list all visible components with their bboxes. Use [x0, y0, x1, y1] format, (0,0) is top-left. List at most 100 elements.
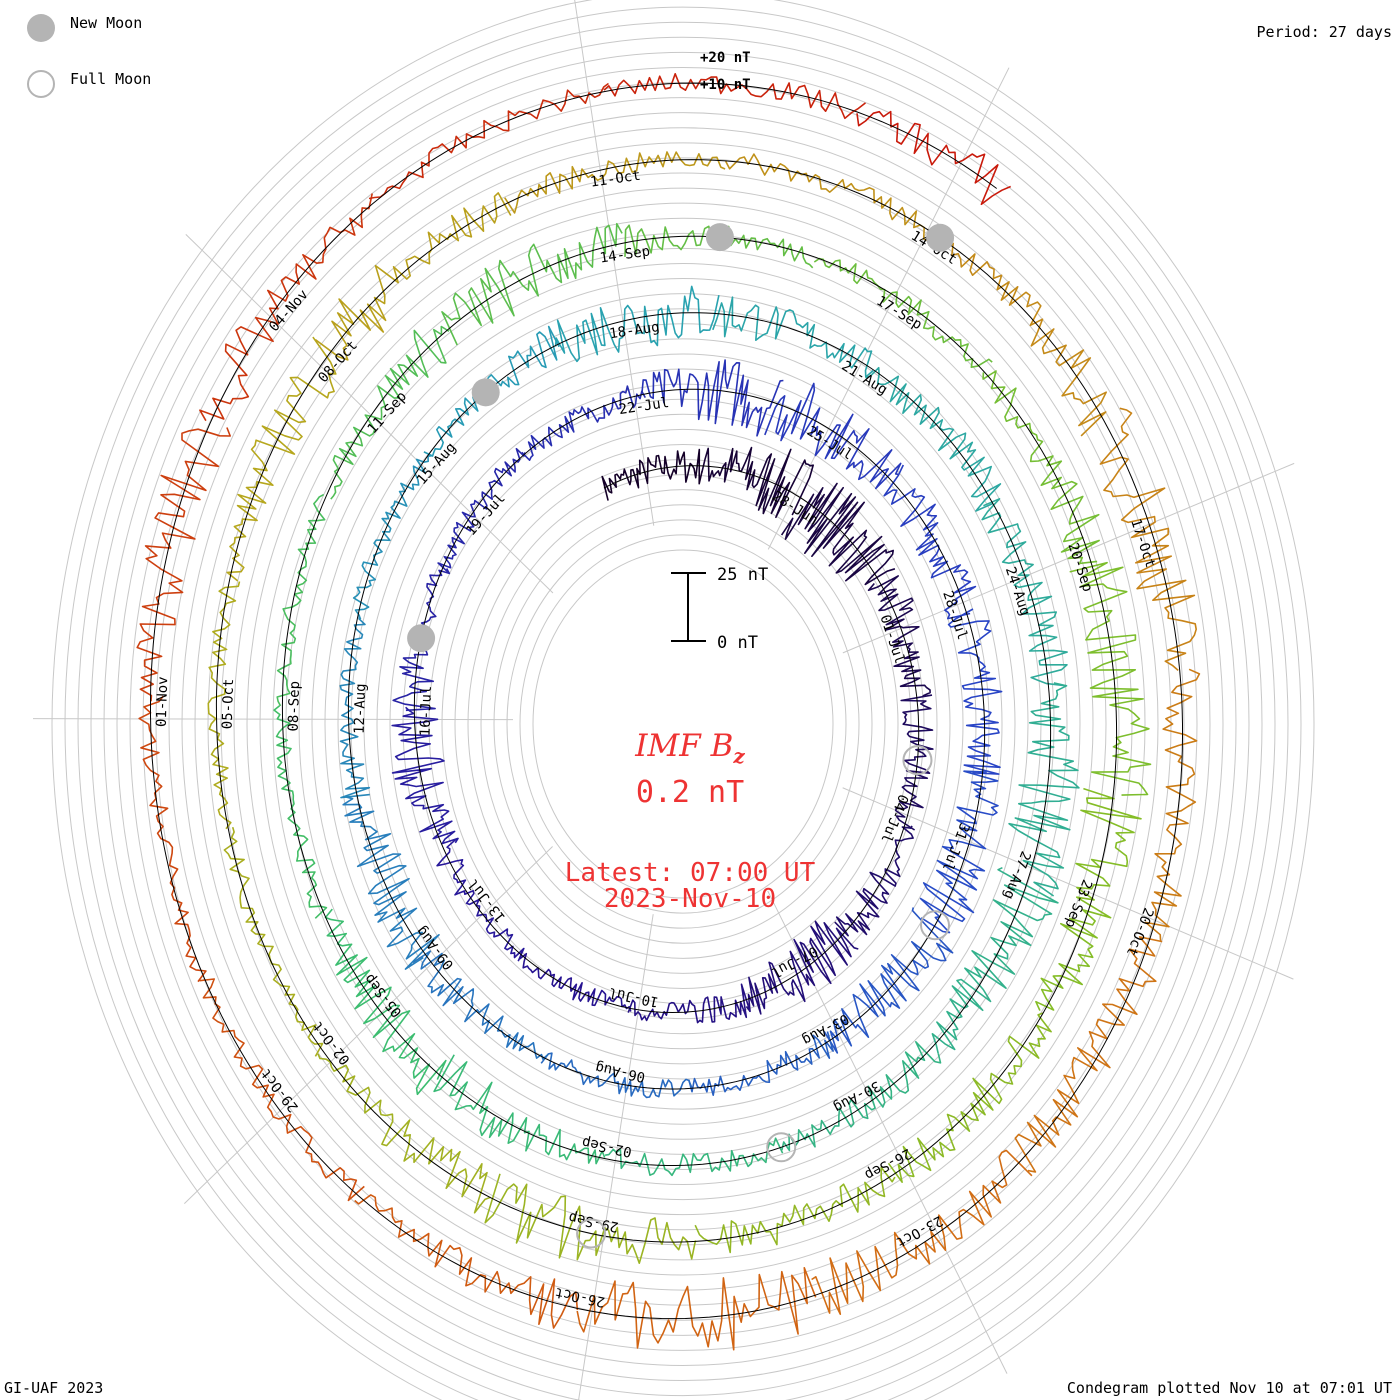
moon-markers	[407, 223, 955, 1249]
grid-ring	[428, 428, 938, 1020]
parameter-subscript: z	[733, 744, 745, 769]
trace-segment	[601, 448, 703, 501]
trace-segment	[641, 359, 784, 437]
trace-segment	[136, 427, 231, 702]
trace-segment	[688, 1031, 834, 1096]
full-moon-marker	[902, 745, 933, 776]
trace-segment	[865, 366, 1002, 512]
trace-segment	[947, 608, 1003, 775]
date-tick-label: 18-Aug	[608, 319, 660, 342]
current-value: 0.2 nT	[635, 775, 745, 810]
grid-ring	[142, 97, 1224, 1351]
date-tick-label: 07-Jul	[768, 942, 820, 980]
trace-segment	[226, 336, 337, 582]
trace-segment	[883, 464, 977, 620]
trace-segment	[1144, 668, 1201, 941]
grid-ring	[155, 112, 1211, 1336]
grid-ring	[285, 262, 1081, 1186]
grid-spoke	[574, 0, 655, 526]
footer-plot-time: Condegram plotted Nov 10 at 07:01 UT	[1066, 1379, 1392, 1397]
footer-credit: GI-UAF 2023	[4, 1379, 104, 1397]
ring-scale-labels: +20 nT +10 nT	[700, 50, 751, 93]
grid-ring	[454, 459, 912, 989]
trace-segment	[603, 73, 866, 120]
grid-ring	[246, 217, 1120, 1231]
trace-segment	[519, 950, 632, 1012]
trace-segment	[1008, 682, 1080, 897]
trace-segment	[317, 1053, 491, 1214]
date-tick-label: 16-Jul	[418, 685, 435, 736]
date-tick-label: 29-Oct	[258, 1065, 302, 1115]
new-moon-label: New Moon	[70, 14, 143, 32]
scale-bar-bottom-label: 0 nT	[717, 633, 758, 653]
trace-segment	[781, 1041, 942, 1152]
grid-ring	[519, 534, 847, 914]
date-tick-label: 24-Aug	[1002, 565, 1033, 618]
trace-segment	[894, 694, 934, 831]
grid-spoke	[578, 914, 654, 1400]
zero-baseline	[150, 82, 1183, 1320]
date-tick-label: 11-Sep	[365, 389, 411, 437]
grid-ring	[480, 489, 886, 959]
grid-ring	[103, 51, 1263, 1397]
trace-segment	[540, 1052, 693, 1099]
date-tick-label: 10-Jul	[607, 984, 660, 1010]
new-moon-icon	[27, 14, 55, 42]
trace-segment	[441, 222, 623, 346]
chart-grid	[51, 0, 1315, 1400]
full-moon-marker	[920, 910, 951, 941]
ring-label-10: +10 nT	[700, 77, 751, 93]
grid-ring	[181, 142, 1185, 1306]
date-tick-label: 22-Jul	[618, 395, 670, 418]
trace-segment	[694, 1166, 896, 1254]
date-tick-label: 29-Sep	[567, 1209, 620, 1235]
grid-spoke	[185, 233, 554, 594]
new-moon-marker	[705, 223, 734, 252]
date-tick-label: 19-Jul	[463, 491, 509, 539]
grid-ring	[64, 6, 1302, 1400]
trace-segment	[1014, 936, 1163, 1173]
date-tick-label: 06-Aug	[594, 1059, 647, 1085]
grid-ring	[493, 504, 873, 944]
trace-segment	[391, 706, 459, 845]
grid-ring	[51, 0, 1315, 1400]
grid-ring	[116, 66, 1250, 1382]
grid-spoke	[767, 67, 1010, 550]
date-tick-label: 11-Oct	[589, 168, 641, 191]
trace-segment	[780, 482, 896, 586]
grid-ring	[298, 278, 1068, 1170]
trace-segment	[1035, 787, 1142, 1011]
grid-ring	[272, 247, 1094, 1201]
date-tick-label: 23-Oct	[893, 1212, 945, 1250]
grid-ring	[207, 172, 1159, 1276]
trace-segment	[938, 232, 1107, 437]
grid-ring	[259, 232, 1107, 1216]
trace-segment	[314, 192, 512, 361]
grid-ring	[532, 549, 834, 899]
trace-segment	[701, 446, 814, 519]
full-moon-icon	[27, 70, 55, 98]
trace-segment	[887, 1012, 1052, 1183]
grid-spoke	[842, 787, 1294, 980]
trace-segment	[982, 370, 1100, 565]
grid-ring	[129, 82, 1237, 1366]
scale-bar-top-label: 25 nT	[717, 565, 768, 585]
full-moon-marker	[576, 1218, 607, 1249]
grid-spoke	[32, 718, 514, 721]
trace-segment	[745, 920, 859, 1015]
date-tick-label: 08-Sep	[286, 681, 303, 732]
trace-segment	[981, 498, 1068, 687]
trace-segment	[1069, 561, 1152, 796]
grid-ring	[402, 398, 964, 1050]
trace-segment	[712, 296, 874, 378]
grid-spoke	[183, 846, 553, 1205]
trace-segment	[223, 826, 324, 1057]
grid-ring	[389, 383, 977, 1065]
trace-segment	[412, 950, 549, 1060]
ring-label-20: +20 nT	[700, 50, 751, 66]
trace-segment	[436, 839, 525, 962]
grid-ring	[77, 21, 1289, 1400]
trace-segment	[576, 1267, 817, 1351]
new-moon-marker	[471, 378, 500, 407]
